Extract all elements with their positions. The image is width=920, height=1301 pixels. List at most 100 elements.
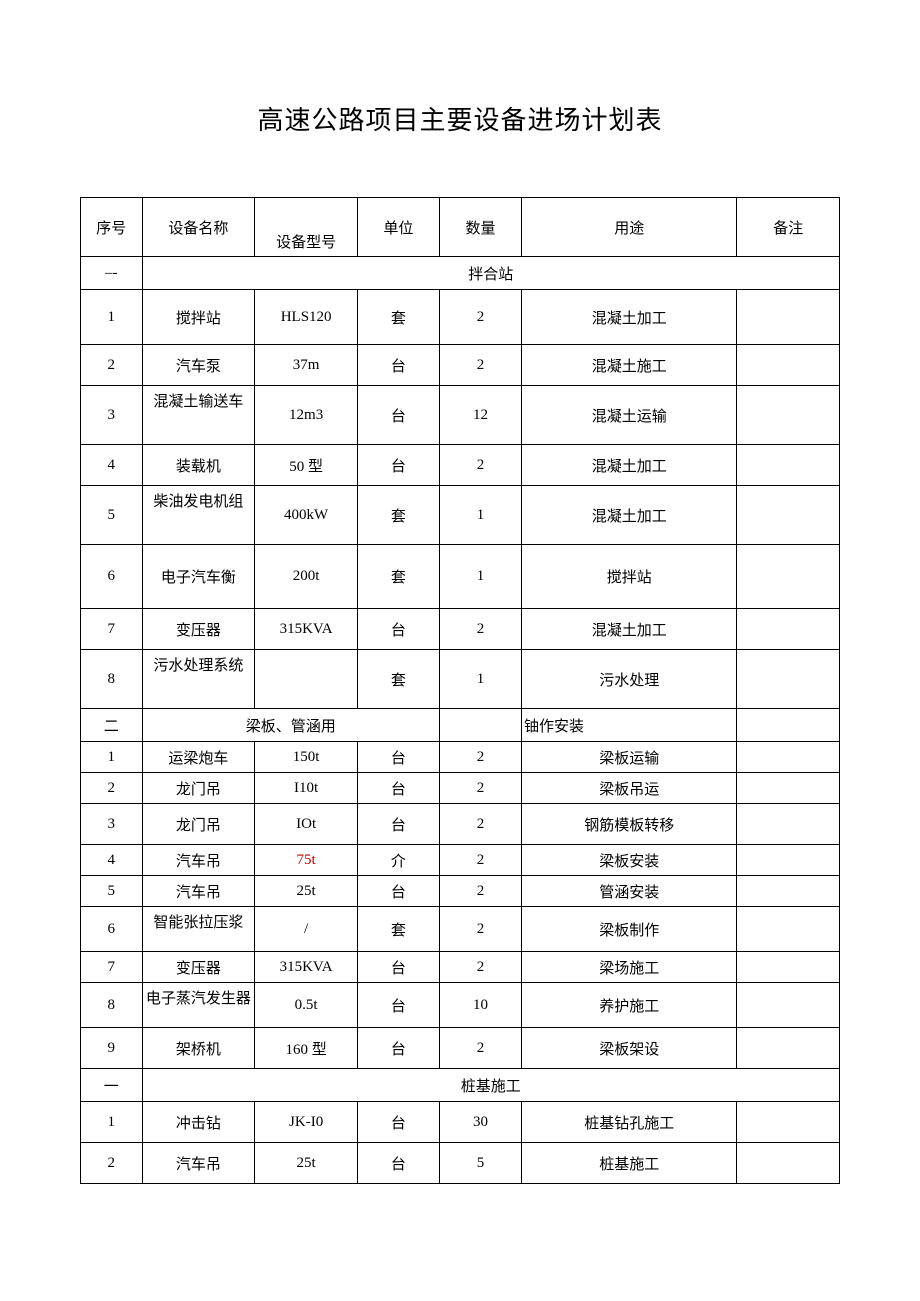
cell-note	[737, 290, 840, 345]
cell-seq: 1	[81, 742, 143, 773]
cell-use: 混凝土加工	[522, 445, 737, 486]
cell-unit: 台	[357, 876, 439, 907]
table-row: 4装载机50 型台2混凝土加工	[81, 445, 840, 486]
cell-name: 电子汽车衡	[142, 545, 255, 609]
cell-unit: 台	[357, 609, 439, 650]
section-spacer	[439, 709, 521, 742]
cell-qty: 1	[439, 650, 521, 709]
cell-name: 污水处理系统	[142, 650, 255, 709]
table-row: 4汽车吊75t介2梁板安装	[81, 845, 840, 876]
cell-model: 400kW	[255, 486, 358, 545]
cell-model: 25t	[255, 876, 358, 907]
cell-unit: 套	[357, 290, 439, 345]
cell-model: 150t	[255, 742, 358, 773]
cell-model: HLS120	[255, 290, 358, 345]
cell-seq: 2	[81, 1143, 143, 1184]
cell-qty: 2	[439, 345, 521, 386]
cell-use: 混凝土施工	[522, 345, 737, 386]
cell-note	[737, 845, 840, 876]
cell-note	[737, 386, 840, 445]
cell-seq: 8	[81, 983, 143, 1028]
table-row: 5汽车吊25t台2管涵安装	[81, 876, 840, 907]
cell-unit: 介	[357, 845, 439, 876]
cell-qty: 1	[439, 545, 521, 609]
cell-unit: 台	[357, 445, 439, 486]
cell-qty: 2	[439, 742, 521, 773]
section-label-left: 梁板、管涵用	[142, 709, 439, 742]
table-row: 8污水处理系统 套1污水处理	[81, 650, 840, 709]
cell-name: 混凝土输送车	[142, 386, 255, 445]
cell-use: 桩基钻孔施工	[522, 1102, 737, 1143]
header-unit: 单位	[357, 198, 439, 257]
cell-qty: 10	[439, 983, 521, 1028]
section-seq: 一	[81, 1069, 143, 1102]
cell-use: 搅拌站	[522, 545, 737, 609]
cell-model: 0.5t	[255, 983, 358, 1028]
cell-qty: 2	[439, 907, 521, 952]
cell-model: 25t	[255, 1143, 358, 1184]
cell-use: 混凝土运输	[522, 386, 737, 445]
header-note: 备注	[737, 198, 840, 257]
section-end	[737, 709, 840, 742]
cell-unit: 台	[357, 1143, 439, 1184]
cell-name: 搅拌站	[142, 290, 255, 345]
cell-model: 315KVA	[255, 952, 358, 983]
cell-use: 桩基施工	[522, 1143, 737, 1184]
cell-seq: 5	[81, 876, 143, 907]
cell-use: 钢筋模板转移	[522, 804, 737, 845]
cell-qty: 2	[439, 609, 521, 650]
cell-name: 冲击钻	[142, 1102, 255, 1143]
table-row: 3龙门吊IOt台2钢筋模板转移	[81, 804, 840, 845]
table-header: 序号 设备名称 设备型号 单位 数量 用途 备注	[81, 198, 840, 257]
cell-unit: 台	[357, 952, 439, 983]
cell-unit: 台	[357, 983, 439, 1028]
cell-model: /	[255, 907, 358, 952]
header-model: 设备型号	[255, 198, 358, 257]
cell-qty: 2	[439, 290, 521, 345]
section-header: 二梁板、管涵用铀作安装	[81, 709, 840, 742]
cell-seq: 8	[81, 650, 143, 709]
cell-note	[737, 345, 840, 386]
header-name: 设备名称	[142, 198, 255, 257]
cell-unit: 套	[357, 545, 439, 609]
cell-seq: 2	[81, 773, 143, 804]
cell-seq: 6	[81, 545, 143, 609]
cell-model: 160 型	[255, 1028, 358, 1069]
cell-use: 污水处理	[522, 650, 737, 709]
cell-model: 200t	[255, 545, 358, 609]
cell-seq: 3	[81, 386, 143, 445]
table-row: 1搅拌站HLS120套2混凝土加工	[81, 290, 840, 345]
cell-note	[737, 804, 840, 845]
cell-model: 50 型	[255, 445, 358, 486]
cell-model: I10t	[255, 773, 358, 804]
cell-seq: 9	[81, 1028, 143, 1069]
cell-note	[737, 983, 840, 1028]
cell-qty: 2	[439, 1028, 521, 1069]
cell-seq: 1	[81, 1102, 143, 1143]
cell-qty: 30	[439, 1102, 521, 1143]
cell-unit: 台	[357, 773, 439, 804]
cell-qty: 2	[439, 952, 521, 983]
cell-use: 混凝土加工	[522, 290, 737, 345]
cell-qty: 2	[439, 804, 521, 845]
cell-note	[737, 486, 840, 545]
cell-name: 汽车吊	[142, 1143, 255, 1184]
cell-use: 梁板吊运	[522, 773, 737, 804]
cell-unit: 套	[357, 907, 439, 952]
cell-use: 梁场施工	[522, 952, 737, 983]
equipment-table: 序号 设备名称 设备型号 单位 数量 用途 备注 –-拌合站1搅拌站HLS120…	[80, 197, 840, 1184]
cell-use: 混凝土加工	[522, 486, 737, 545]
cell-unit: 台	[357, 804, 439, 845]
table-row: 6智能张拉压浆/套2梁板制作	[81, 907, 840, 952]
cell-use: 管涵安装	[522, 876, 737, 907]
cell-name: 智能张拉压浆	[142, 907, 255, 952]
cell-note	[737, 876, 840, 907]
cell-model: 12m3	[255, 386, 358, 445]
cell-unit: 套	[357, 650, 439, 709]
cell-seq: 1	[81, 290, 143, 345]
cell-use: 养护施工	[522, 983, 737, 1028]
page-title: 高速公路项目主要设备进场计划表	[80, 100, 840, 137]
cell-note	[737, 773, 840, 804]
cell-name: 汽车泵	[142, 345, 255, 386]
cell-name: 柴油发电机组	[142, 486, 255, 545]
